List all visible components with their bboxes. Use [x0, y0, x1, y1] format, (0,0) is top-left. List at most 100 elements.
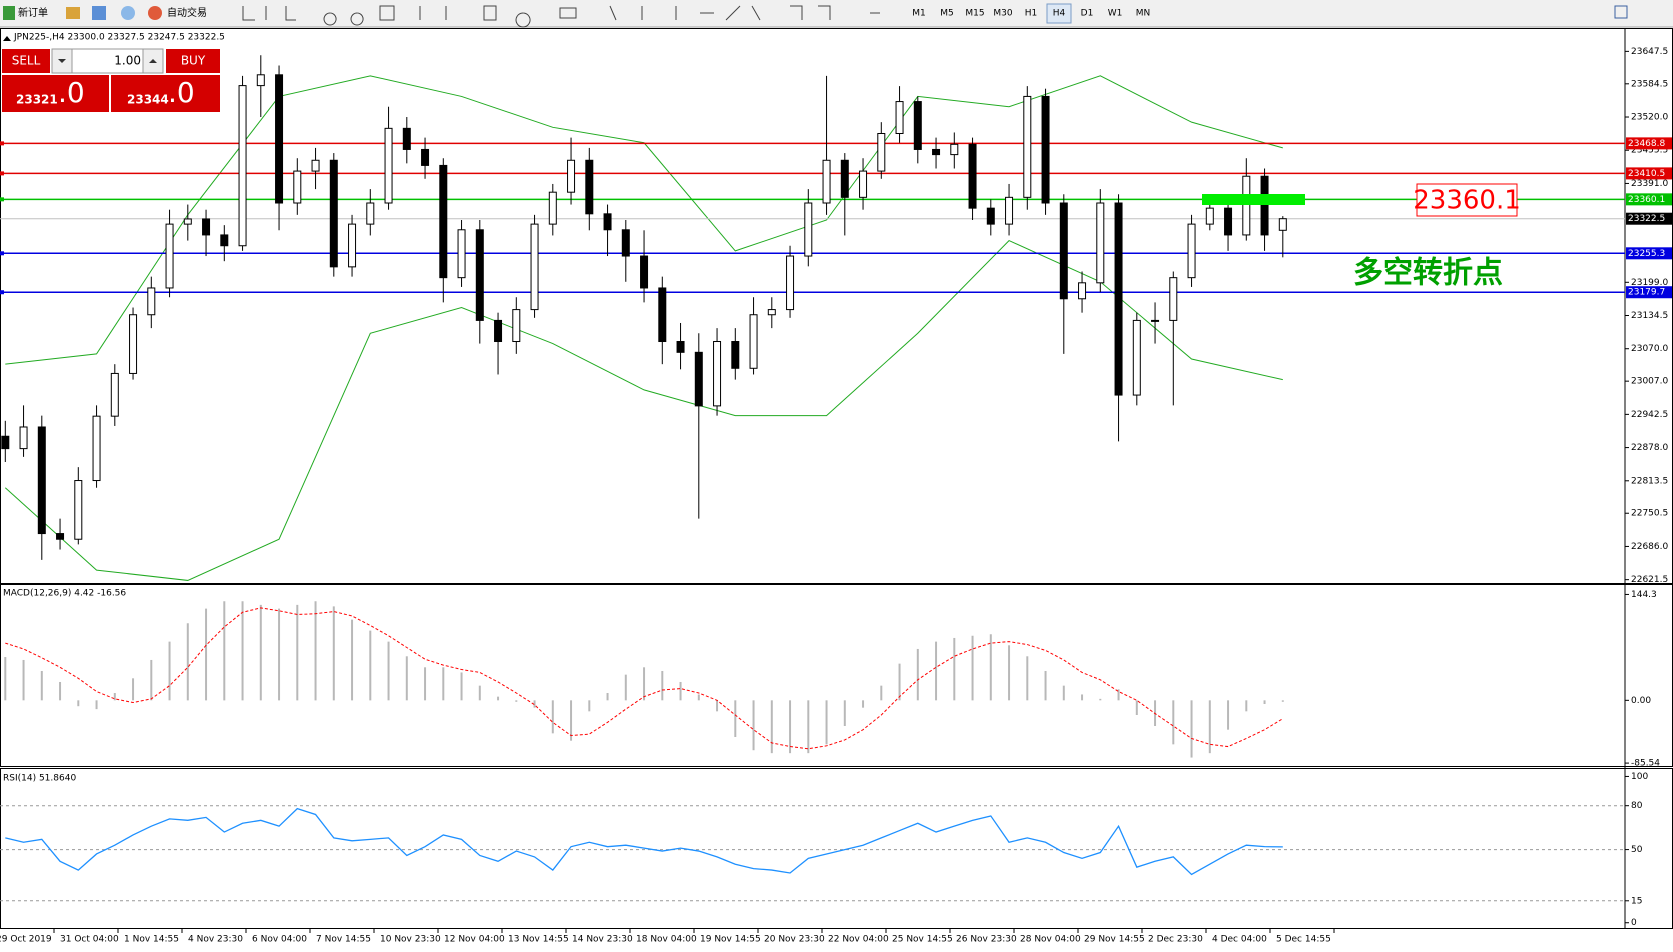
- sell-label[interactable]: SELL: [12, 54, 41, 68]
- bid-price[interactable]: 23321: [16, 93, 58, 107]
- candle-body: [859, 170, 868, 198]
- candle-body: [512, 309, 521, 343]
- new-order-icon[interactable]: [3, 6, 15, 20]
- candle-body: [548, 191, 557, 225]
- candle-body: [913, 101, 922, 150]
- panel-frame: [0, 584, 1673, 767]
- x-tick-label: 20 Nov 23:30: [764, 935, 825, 945]
- period-button[interactable]: M15: [965, 9, 984, 19]
- y-tick-label: 22813.5: [1631, 476, 1668, 486]
- candle-body: [37, 426, 46, 535]
- buy-button[interactable]: [166, 49, 220, 73]
- candle-body: [895, 101, 904, 134]
- candle-body: [366, 202, 375, 225]
- candle-body: [1114, 202, 1123, 396]
- candle-body: [165, 223, 174, 289]
- ask-pips[interactable]: .0: [168, 76, 195, 109]
- candle-body: [147, 287, 156, 316]
- candle-body: [1132, 319, 1141, 396]
- candle-body: [786, 255, 795, 311]
- period-selected[interactable]: [1046, 3, 1072, 24]
- new-order[interactable]: 新订单: [18, 6, 48, 19]
- candle-body: [840, 159, 849, 198]
- x-tick-label: 26 Nov 23:30: [956, 935, 1017, 945]
- y-tick-label: -85.54: [1631, 759, 1660, 769]
- period-button[interactable]: D1: [1081, 9, 1094, 19]
- search-icon[interactable]: [1614, 5, 1628, 19]
- level-label-box: [1626, 167, 1672, 180]
- period-button[interactable]: MN: [1136, 9, 1151, 19]
- y-tick-label: 50: [1631, 845, 1643, 855]
- y-tick-label: 22750.5: [1631, 509, 1668, 519]
- candle-body: [932, 148, 941, 156]
- period-button[interactable]: W1: [1108, 9, 1123, 19]
- annotation-box: [1416, 183, 1518, 217]
- period-button[interactable]: H4: [1053, 9, 1066, 19]
- chart-area: 23647.5 23584.5 23520.0 23455.5 23391.0 23199…: [0, 28, 1673, 945]
- toolbar: [0, 0, 1673, 27]
- level-label-box: [1626, 247, 1672, 260]
- auto-trading-icon[interactable]: [148, 6, 162, 20]
- level-label: 23179.7: [1628, 288, 1665, 298]
- x-tick-label: 13 Nov 14:55: [508, 935, 569, 945]
- y-tick-label: 23584.5: [1631, 79, 1668, 89]
- period-button[interactable]: M5: [940, 9, 954, 19]
- candle-body: [348, 223, 357, 268]
- sell-button[interactable]: [2, 49, 50, 73]
- candle-body: [384, 127, 393, 204]
- y-tick-label: 22878.0: [1631, 443, 1668, 453]
- candle-body: [329, 159, 338, 268]
- x-tick-label: 5 Dec 14:55: [1276, 935, 1331, 945]
- candle-body: [950, 143, 959, 156]
- candle-body: [1169, 277, 1178, 321]
- trade-panel: SELL 1.00 BUY 23321 .0 23344 .0: [2, 48, 220, 112]
- sell-price-box[interactable]: [2, 75, 109, 112]
- panel-frame: [0, 768, 1673, 929]
- candle-body: [183, 218, 192, 225]
- y-tick-label: 23199.0: [1631, 278, 1668, 288]
- buy-price-box[interactable]: [111, 75, 220, 112]
- period-button[interactable]: M30: [993, 9, 1012, 19]
- buy-label[interactable]: BUY: [181, 54, 206, 68]
- symbol-header: JPN225-,H4 23300.0 23327.5 23247.5 23322…: [13, 33, 225, 43]
- x-tick-label: 4 Nov 23:30: [188, 935, 243, 945]
- arrow: [149, 59, 157, 63]
- level-marker: [0, 290, 4, 295]
- y-tick-label: 22686.0: [1631, 542, 1668, 552]
- candle-body: [56, 533, 65, 540]
- icon[interactable]: [66, 7, 80, 19]
- candle-body: [968, 143, 977, 209]
- period-button[interactable]: H1: [1025, 9, 1038, 19]
- signal-line: [5, 607, 1284, 750]
- icon[interactable]: [92, 6, 106, 20]
- candle-body: [749, 314, 758, 369]
- x-tick-label: 29 Oct 2019: [0, 935, 52, 945]
- candle-body: [238, 85, 247, 247]
- y-tick-label: 23520.0: [1631, 113, 1668, 123]
- bid-pips[interactable]: .0: [58, 76, 85, 109]
- period-button[interactable]: M1: [912, 9, 926, 19]
- level-marker: [0, 141, 4, 146]
- auto-trading[interactable]: 自动交易: [167, 6, 207, 19]
- lot-value[interactable]: 1.00: [114, 54, 141, 68]
- x-tick-label: 2 Dec 23:30: [1148, 935, 1203, 945]
- rsi-line: [5, 807, 1283, 876]
- icon[interactable]: [121, 6, 135, 20]
- candle-body: [220, 234, 229, 247]
- macd-header: MACD(12,26,9) 4.42 -16.56: [3, 589, 126, 599]
- bollinger-band: [4, 239, 1283, 581]
- ask-price[interactable]: 23344: [127, 93, 169, 107]
- x-tick-label: 18 Nov 04:00: [636, 935, 697, 945]
- candle-body: [804, 202, 813, 257]
- candle-body: [658, 287, 667, 343]
- level-label: 23410.5: [1628, 169, 1665, 179]
- candle-body: [640, 255, 649, 289]
- collapse-arrow: [3, 36, 11, 41]
- candle-body: [822, 159, 831, 204]
- candle-body: [19, 426, 28, 450]
- candle-body: [1242, 175, 1251, 236]
- candle-body: [402, 127, 411, 150]
- level-label-box: [1626, 286, 1672, 299]
- candle-body: [1078, 282, 1087, 300]
- y-tick-label: 23070.0: [1631, 344, 1668, 354]
